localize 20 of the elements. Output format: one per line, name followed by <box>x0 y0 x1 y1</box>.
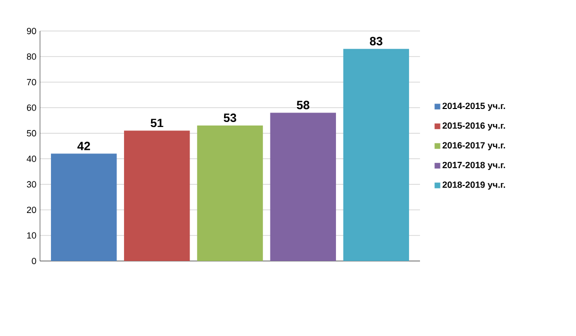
y-tick-label: 20 <box>26 206 36 214</box>
y-tick-label: 0 <box>32 258 36 264</box>
y-tick-label: 10 <box>27 232 36 239</box>
y-tick-label: 70 <box>26 78 36 86</box>
legend-label: 2014-2015 уч.г. <box>442 102 506 111</box>
data-label: 42 <box>77 142 90 150</box>
y-tick-label: 30 <box>26 181 36 188</box>
y-tick-label: 90 <box>26 28 36 34</box>
y-tick-label: 80 <box>26 53 36 60</box>
legend-label: 2017-2018 уч.г. <box>442 162 506 170</box>
data-label: 51 <box>150 118 164 128</box>
legend-label: 2016-2017 уч.г. <box>442 142 506 150</box>
y-tick-label: 50 <box>26 130 36 136</box>
y-tick-label: 60 <box>26 104 36 111</box>
data-label: 83 <box>370 36 382 46</box>
legend-label: 2015-2016 уч.г. <box>442 122 506 131</box>
legend-label: 2018-2019 уч.г. <box>442 182 506 190</box>
data-label: 53 <box>224 114 236 122</box>
y-tick-label: 40 <box>26 156 36 162</box>
data-label: 58 <box>296 100 310 110</box>
